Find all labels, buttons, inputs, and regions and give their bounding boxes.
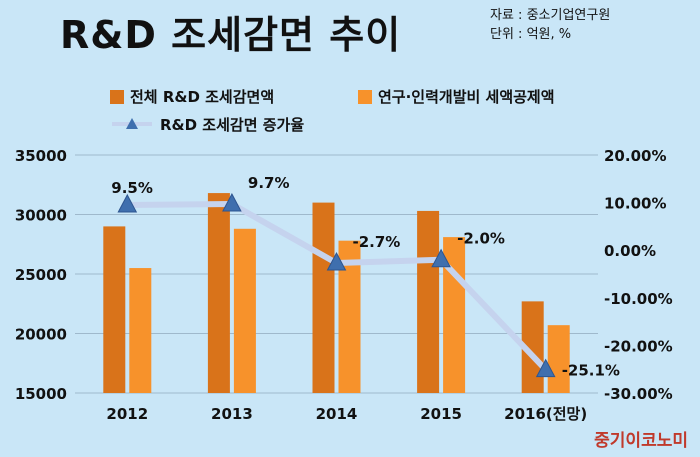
bar-rnd <box>547 325 570 393</box>
data-label: -25.1% <box>562 362 620 380</box>
y-right-tick-label: 0.00% <box>604 242 656 260</box>
x-tick-label: 2015 <box>420 405 462 423</box>
y-right-tick-label: 10.00% <box>604 195 666 213</box>
legend-swatch-growth <box>112 118 152 129</box>
source-line: 자료 : 중소기업연구원 <box>490 8 611 23</box>
x-tick-label: 2014 <box>316 405 358 423</box>
bar-total <box>103 226 126 393</box>
bar-total <box>521 301 544 393</box>
chart-title: R&D 조세감면 추이 <box>60 13 402 57</box>
y-left-tick-label: 25000 <box>15 266 67 284</box>
bar-total <box>312 202 335 393</box>
y-left-tick-label: 20000 <box>15 326 67 344</box>
legend-swatch-total <box>110 90 124 104</box>
bar-total <box>417 210 440 393</box>
y-left-tick-label: 30000 <box>15 207 67 225</box>
legend-swatch-rnd <box>358 90 372 104</box>
y-right-tick-label: 20.00% <box>604 147 666 165</box>
bar-total <box>207 193 230 393</box>
data-label: 9.7% <box>248 174 290 192</box>
bar-rnd <box>129 268 152 393</box>
bar-rnd <box>233 228 256 393</box>
brand-logo: 중기이코노미 <box>594 431 688 451</box>
data-label: 9.5% <box>111 179 153 197</box>
growth-marker <box>431 248 451 268</box>
y-right-tick-label: -10.00% <box>604 290 673 308</box>
y-right-tick-label: -30.00% <box>604 385 673 403</box>
data-label: -2.0% <box>457 230 505 248</box>
x-tick-label: 2013 <box>211 405 253 423</box>
x-tick-label: 2016(전망) <box>504 405 587 423</box>
legend-label-total: 전체 R&D 조세감면액 <box>130 88 275 106</box>
growth-marker <box>117 193 138 213</box>
growth-marker <box>326 251 347 271</box>
unit-line: 단위 : 억원, % <box>490 27 572 42</box>
growth-marker <box>535 358 556 378</box>
growth-marker <box>222 192 242 212</box>
y-left-tick-label: 35000 <box>15 147 67 165</box>
legend-label-rnd: 연구·인력개발비 세액공제액 <box>378 88 555 106</box>
source-note: 자료 : 중소기업연구원 단위 : 억원, % <box>490 6 610 44</box>
y-left-tick-label: 15000 <box>15 385 67 403</box>
x-tick-label: 2012 <box>106 405 148 423</box>
bar-rnd <box>338 240 361 393</box>
y-right-tick-label: -20.00% <box>604 337 673 355</box>
data-label: -2.7% <box>353 233 401 251</box>
legend-label-growth: R&D 조세감면 증가율 <box>160 116 305 134</box>
